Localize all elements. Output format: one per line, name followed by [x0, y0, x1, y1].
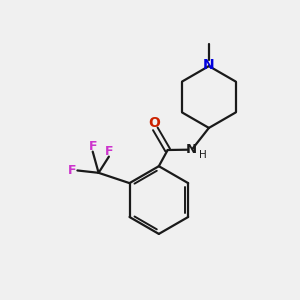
Text: F: F: [88, 140, 97, 153]
Text: H: H: [199, 150, 207, 160]
Text: N: N: [202, 58, 214, 72]
Text: F: F: [105, 145, 114, 158]
Text: F: F: [68, 164, 76, 177]
Text: O: O: [148, 116, 160, 130]
Text: N: N: [186, 143, 197, 156]
